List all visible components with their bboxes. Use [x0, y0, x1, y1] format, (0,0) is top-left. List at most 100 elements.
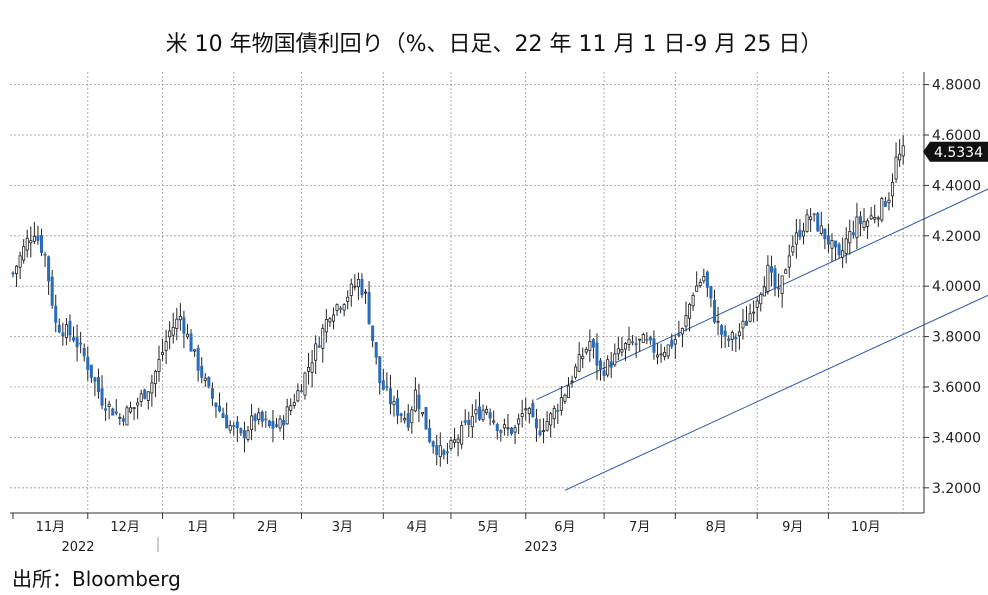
candle-body — [207, 377, 211, 387]
candle-body — [218, 405, 222, 412]
candle — [655, 343, 660, 365]
candle-body — [445, 451, 449, 454]
last-value-label: 4.5334 — [934, 145, 983, 161]
candle — [289, 398, 293, 416]
candle-body — [267, 420, 271, 427]
candle — [485, 405, 489, 416]
candle — [499, 429, 503, 442]
candle-body — [189, 333, 193, 352]
candle — [153, 369, 157, 398]
candle-body — [61, 332, 65, 337]
candle-body — [720, 325, 724, 335]
candle — [278, 415, 282, 432]
candle-body — [819, 225, 823, 234]
candle — [784, 268, 788, 274]
candle — [898, 139, 902, 167]
candle-body — [438, 445, 442, 457]
candle-body — [517, 418, 521, 425]
candle — [837, 242, 841, 259]
candle — [759, 292, 763, 312]
candle-body — [712, 300, 716, 323]
candle — [517, 413, 521, 434]
candle — [239, 427, 243, 437]
candle-body — [737, 331, 741, 337]
candle — [638, 338, 642, 353]
chart-title: 米 10 年物国債利回り（%、日足、22 年 11 月 1 日-9 月 25 日… — [165, 32, 823, 57]
candle — [417, 383, 421, 423]
candle-body — [823, 228, 827, 240]
candle — [588, 329, 592, 362]
candle — [762, 276, 766, 297]
candle-body — [766, 264, 770, 292]
candle — [367, 281, 371, 325]
candle — [428, 419, 432, 444]
candle-body — [193, 349, 197, 352]
candle-body — [894, 156, 898, 180]
candle-body — [798, 229, 802, 238]
candle — [702, 268, 706, 284]
candle-body — [289, 405, 293, 411]
candle — [613, 343, 617, 367]
candle — [609, 352, 613, 378]
candle — [641, 332, 645, 343]
candle — [794, 218, 798, 259]
candle-body — [816, 213, 820, 232]
candle — [502, 418, 506, 436]
candle-body — [655, 354, 660, 358]
candle — [274, 417, 279, 428]
candle — [495, 422, 499, 440]
candle-body — [403, 418, 407, 421]
candle-body — [171, 327, 175, 336]
candle-body — [39, 235, 43, 253]
candle-body — [246, 430, 250, 440]
candle-body — [734, 336, 738, 340]
candle-body — [396, 398, 400, 416]
candle — [791, 235, 795, 257]
candle — [691, 292, 695, 311]
candle — [880, 196, 884, 223]
x-month-label: 4月 — [407, 520, 428, 535]
candle-body — [620, 349, 624, 353]
candle-body — [663, 351, 667, 357]
candle — [43, 251, 47, 267]
candle-body — [57, 324, 61, 333]
candle — [720, 324, 724, 349]
candle — [342, 303, 346, 317]
candle-body — [232, 425, 236, 427]
candle — [218, 392, 222, 413]
candle — [841, 237, 845, 268]
candle — [420, 411, 425, 417]
candle-body — [442, 450, 446, 455]
candle — [858, 211, 862, 237]
candle-body — [688, 303, 692, 319]
candle — [86, 346, 90, 381]
candle — [79, 331, 83, 354]
candle-body — [534, 418, 538, 429]
candle — [734, 333, 738, 352]
candle-body — [844, 238, 848, 254]
candle-body — [453, 439, 457, 443]
candle-body — [492, 420, 496, 423]
candle-body — [460, 425, 464, 445]
candle — [755, 297, 759, 322]
candle-body — [385, 385, 389, 388]
candle — [542, 418, 546, 444]
candle-body — [876, 217, 880, 220]
candle — [307, 352, 311, 385]
candle — [552, 405, 556, 429]
candle — [577, 342, 581, 373]
candle — [887, 192, 891, 211]
candle-body — [75, 337, 79, 348]
candle — [873, 204, 877, 224]
candle — [520, 399, 524, 428]
x-month-label: 5月 — [478, 520, 499, 535]
y-tick-label: 4.6000 — [932, 128, 981, 144]
candle-body — [745, 320, 749, 326]
candle — [688, 302, 692, 332]
candle-body — [367, 292, 371, 325]
candle-body — [335, 304, 339, 311]
candle-body — [381, 380, 385, 390]
candle — [684, 301, 688, 332]
candle — [894, 142, 898, 183]
trend-channel — [536, 188, 988, 491]
